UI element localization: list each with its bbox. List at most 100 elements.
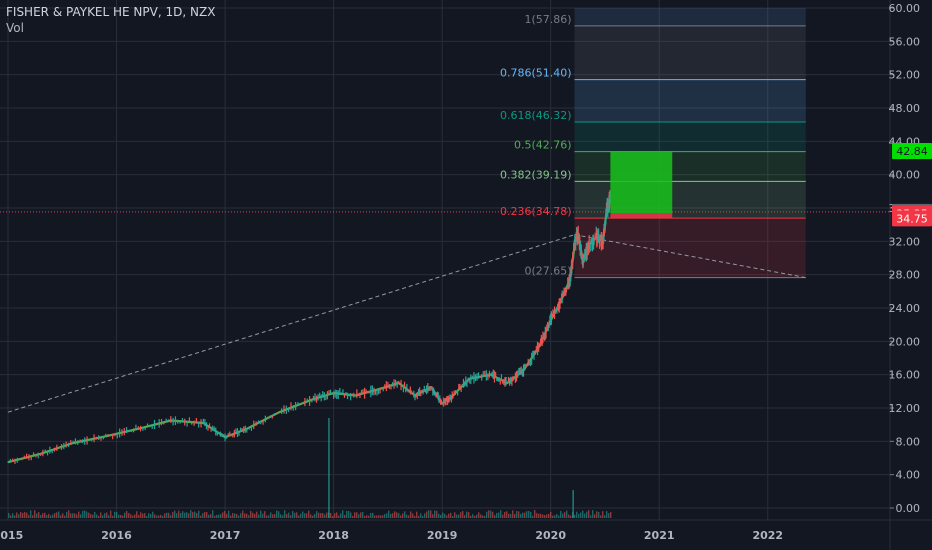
volume-bar (48, 513, 50, 518)
volume-bar (424, 513, 426, 518)
volume-bar (244, 513, 246, 518)
time-tick-label: 2020 (535, 529, 566, 542)
volume-bar (504, 511, 506, 518)
volume-bar (362, 511, 364, 518)
volume-bar (316, 511, 318, 518)
volume-bar (460, 512, 462, 518)
volume-bar (86, 511, 88, 518)
volume-bar (24, 511, 26, 518)
long-position-tool[interactable] (610, 151, 673, 219)
volume-bar (236, 514, 238, 518)
volume-bar (380, 515, 382, 518)
time-tick-label: 2016 (101, 529, 132, 542)
volume-bar (556, 514, 558, 518)
volume-bar (56, 512, 58, 518)
volume-bar (310, 514, 312, 518)
price-axis[interactable]: 60.0056.0052.0048.0044.0040.0036.0032.00… (889, 0, 932, 550)
volume-bar (270, 512, 272, 518)
volume-spike (572, 490, 574, 518)
volume-bar (280, 514, 282, 518)
volume-bar (510, 514, 512, 518)
volume-bar (158, 515, 160, 518)
time-tick-label: 2015 (0, 529, 23, 542)
volume-bars (8, 418, 612, 518)
volume-bar (478, 512, 480, 518)
price-tick-label: 24.00 (889, 302, 921, 315)
volume-bar (114, 511, 116, 518)
volume-bar (584, 513, 586, 518)
volume-bar (530, 511, 532, 518)
time-tick-label: 2022 (752, 529, 783, 542)
volume-bar (396, 512, 398, 518)
volume-bar (452, 515, 454, 518)
volume-bar (580, 512, 582, 518)
volume-bar (80, 514, 82, 518)
price-tick-label: 48.00 (889, 102, 921, 115)
volume-bar (390, 513, 392, 518)
volume-bar (338, 515, 340, 518)
volume-bar (436, 510, 438, 518)
grid (0, 0, 890, 520)
fib-level-label: 1(57.86) (524, 13, 571, 26)
price-label-tag (892, 210, 932, 227)
volume-bar (354, 512, 356, 518)
volume-bar (174, 510, 176, 518)
symbol-title[interactable]: FISHER & PAYKEL HE NPV, 1D, NZX (6, 5, 216, 19)
price-tick-label: 60.00 (889, 2, 921, 15)
volume-bar (194, 511, 196, 518)
volume-bar (230, 515, 232, 518)
volume-bar (406, 514, 408, 518)
volume-bar (176, 513, 178, 518)
volume-bar (112, 515, 114, 518)
volume-bar (22, 513, 24, 518)
volume-bar (518, 511, 520, 518)
volume-bar (54, 513, 56, 518)
volume-bar (422, 515, 424, 518)
fib-level-label: 0(27.65) (524, 265, 571, 278)
volume-bar (20, 512, 22, 518)
volume-bar (568, 514, 570, 518)
volume-bar (226, 513, 228, 518)
volume-bar (458, 514, 460, 518)
volume-bar (254, 513, 256, 518)
volume-bar (162, 515, 164, 518)
volume-bar (116, 512, 118, 518)
volume-bar (186, 512, 188, 518)
volume-bar (348, 510, 350, 518)
volume-bar (282, 515, 284, 518)
volume-bar (224, 511, 226, 518)
volume-bar (246, 513, 248, 518)
volume-bar (378, 515, 380, 518)
volume-bar (426, 511, 428, 518)
volume-bar (606, 511, 608, 518)
trend-lines[interactable] (0, 211, 890, 413)
volume-bar (40, 514, 42, 518)
volume-bar (36, 513, 38, 518)
volume-bar (322, 513, 324, 518)
volume-bar (528, 510, 530, 518)
volume-bar (30, 510, 32, 518)
volume-bar (334, 513, 336, 518)
volume-indicator-label[interactable]: Vol (6, 21, 24, 35)
volume-bar (388, 510, 390, 518)
price-label-text: 42.84 (896, 145, 928, 158)
volume-bar (546, 514, 548, 518)
volume-bar (44, 512, 46, 518)
profit-zone (610, 151, 673, 214)
volume-bar (470, 515, 472, 518)
volume-bar (26, 512, 28, 518)
volume-bar (118, 514, 120, 518)
time-axis[interactable]: 2015 2016 2017 2018 2019 2020 2021 2022 (0, 519, 932, 542)
volume-bar (376, 515, 378, 518)
volume-bar (448, 513, 450, 518)
price-axis-background (890, 0, 932, 550)
volume-bar (604, 515, 606, 518)
volume-bar (526, 511, 528, 518)
volume-bar (394, 511, 396, 518)
time-tick-label: 2019 (427, 529, 458, 542)
volume-bar (218, 514, 220, 518)
volume-bar (392, 513, 394, 518)
volume-bar (330, 513, 332, 518)
volume-bar (320, 513, 322, 518)
